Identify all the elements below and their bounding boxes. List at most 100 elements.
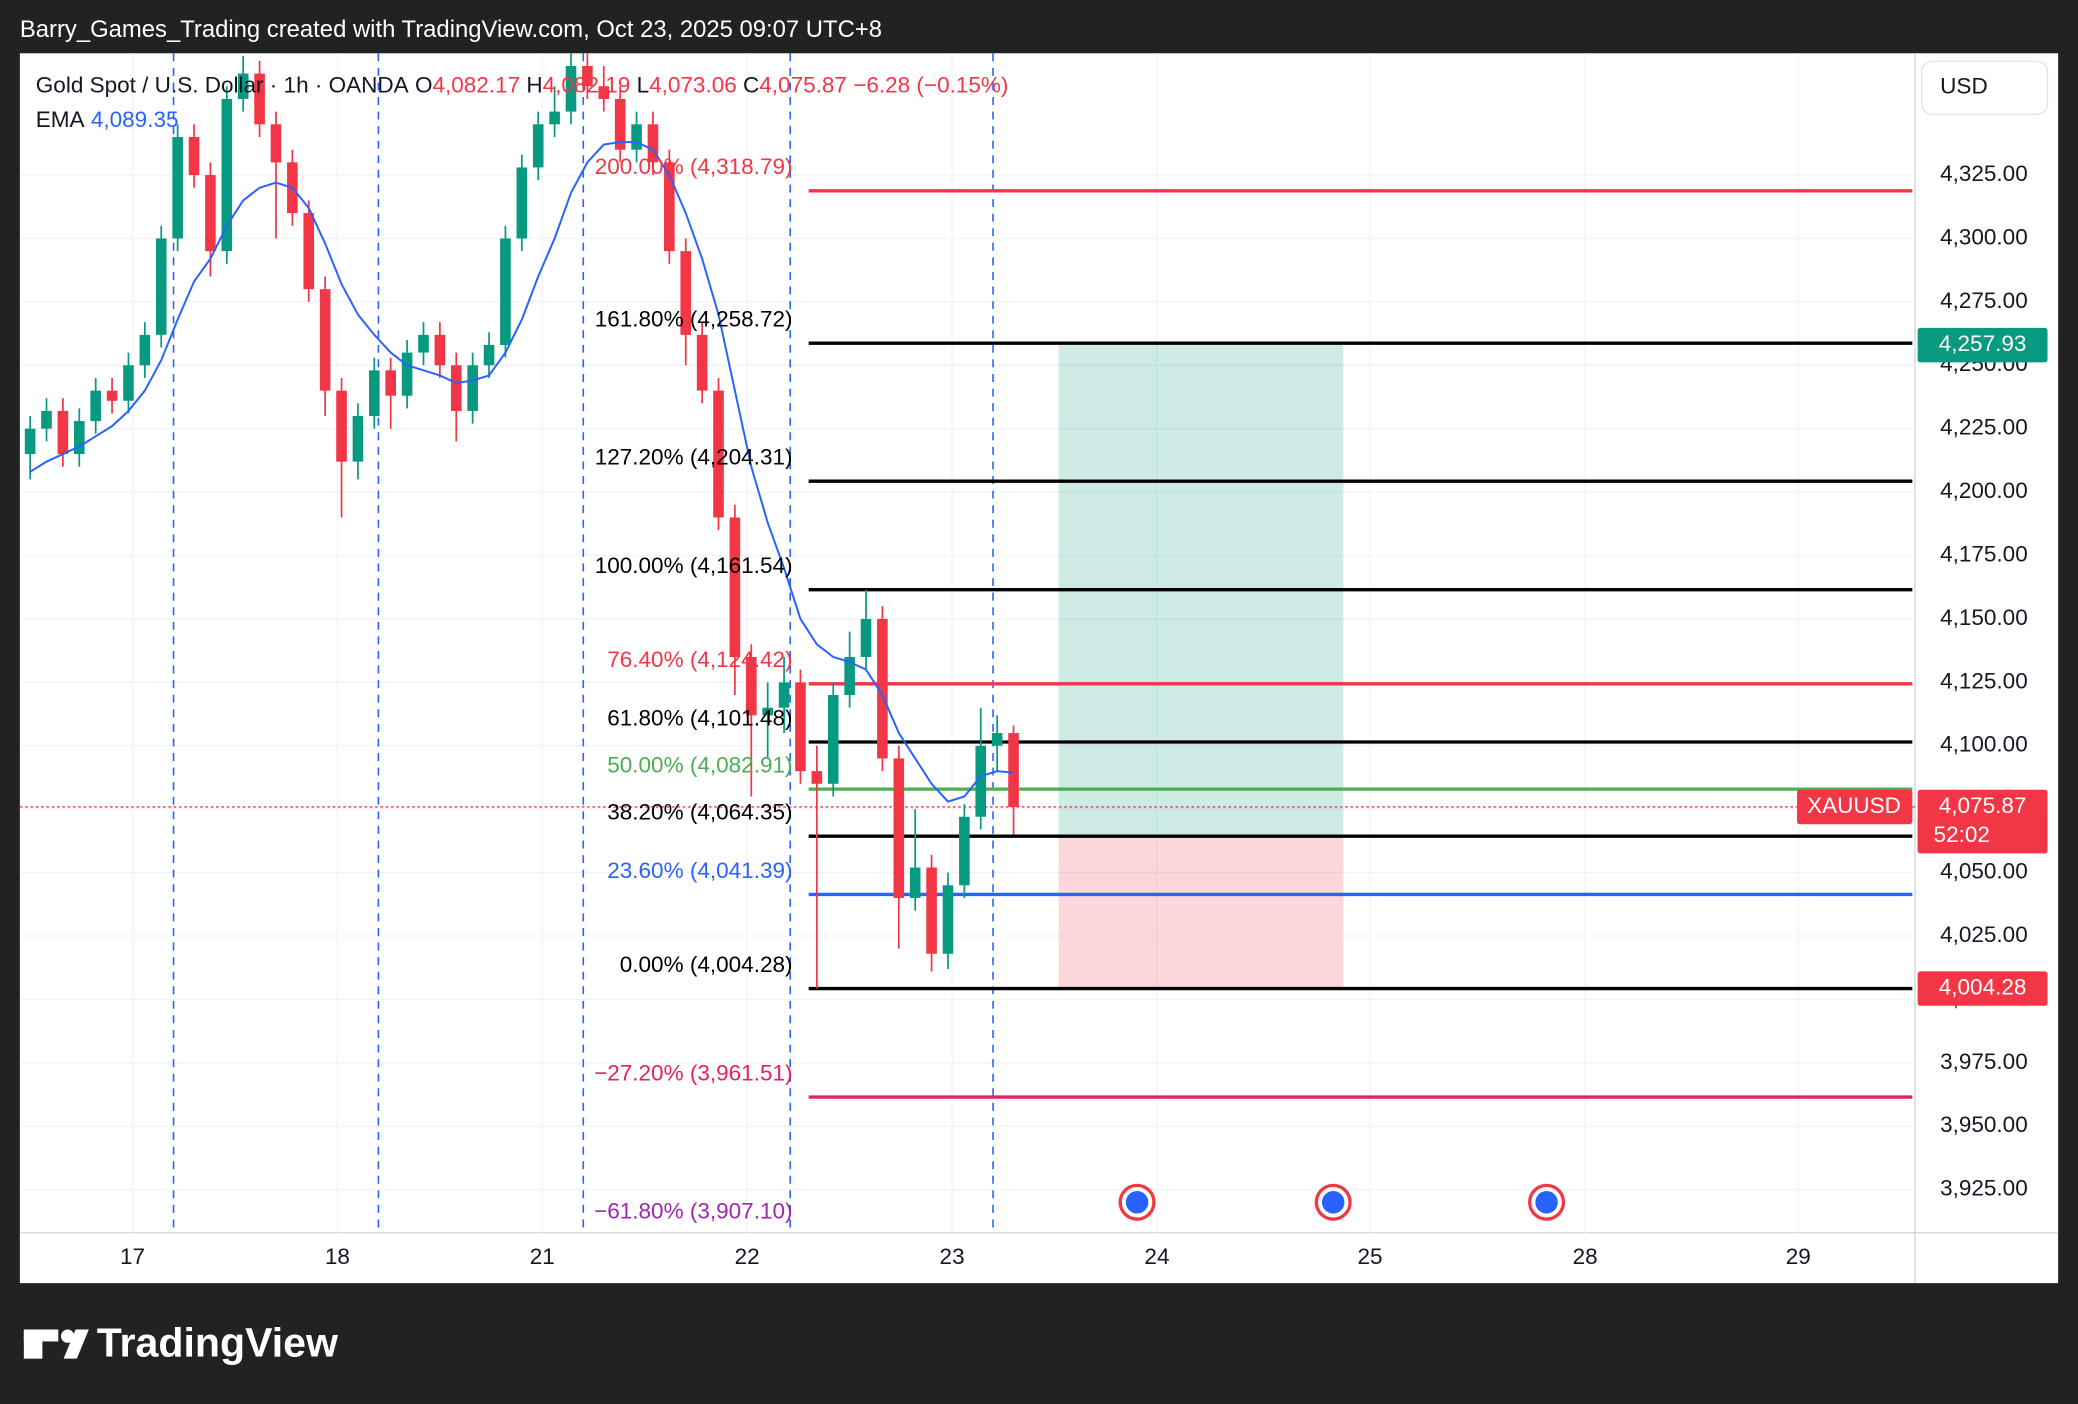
ohlc-value: 4,082.17 xyxy=(432,72,520,97)
candle-body xyxy=(90,390,101,422)
ohlc-name: C xyxy=(743,72,759,97)
ema-value: 4,089.35 xyxy=(91,107,179,132)
ohlc-value: 4,082.19 xyxy=(543,72,631,97)
symbol-badge-label: XAUUSD xyxy=(1807,793,1901,818)
x-tick-label: 25 xyxy=(1357,1244,1382,1269)
y-tick-label: 3,925.00 xyxy=(1940,1176,2028,1201)
candle-body xyxy=(860,618,872,657)
y-tick-label: 4,150.00 xyxy=(1940,605,2028,630)
candle-body xyxy=(811,771,823,784)
currency-label: USD xyxy=(1940,74,1988,99)
candle-body xyxy=(41,410,52,429)
x-tick-label: 24 xyxy=(1144,1244,1169,1269)
ema-name: EMA xyxy=(36,107,85,132)
candle-body xyxy=(139,334,151,366)
fib-label: 61.80% (4,101.48) xyxy=(607,705,792,730)
candle-body xyxy=(369,370,380,417)
candle-body xyxy=(565,65,577,112)
y-tick-label: 4,025.00 xyxy=(1940,922,2028,947)
fib-label: 23.60% (4,041.39) xyxy=(607,858,792,883)
candle-body xyxy=(696,334,708,391)
candle-body xyxy=(975,745,987,817)
countdown-label: 52:02 xyxy=(1934,822,1990,847)
x-tick-label: 23 xyxy=(940,1244,965,1269)
ohlc-name: H xyxy=(526,72,542,97)
last-price-badge xyxy=(1917,789,2048,854)
candle-body xyxy=(959,816,970,886)
fib-label: −27.20% (3,961.51) xyxy=(594,1060,792,1085)
y-tick-label: 4,225.00 xyxy=(1940,415,2028,440)
logo-mark xyxy=(63,1329,89,1359)
ema-line xyxy=(29,141,1014,803)
legend: Gold Spot / U.S. Dollar · 1h · OANDA O4,… xyxy=(36,72,1009,131)
x-tick-label: 22 xyxy=(735,1244,760,1269)
change: −6.28 (−0.15%) xyxy=(853,72,1008,97)
candle-body xyxy=(1008,733,1019,807)
candle-body xyxy=(188,136,200,176)
candle-body xyxy=(549,111,560,125)
overlay: 3,925.003,950.003,975.004,000.004,025.00… xyxy=(120,154,2048,1269)
x-tick-label: 21 xyxy=(530,1244,555,1269)
candle-body xyxy=(844,656,855,696)
currency-button[interactable] xyxy=(1920,60,2049,115)
candle-body xyxy=(598,86,610,99)
candle-body xyxy=(532,124,544,168)
candle-body xyxy=(795,682,806,772)
fib-label: 50.00% (4,082.91) xyxy=(607,753,792,778)
header: Barry_Games_Trading created with Trading… xyxy=(20,16,882,43)
candle-body xyxy=(516,167,528,239)
ohlc-name: L xyxy=(637,72,650,97)
candle-body xyxy=(303,213,315,290)
candle-body xyxy=(172,136,183,239)
event-icon-inner xyxy=(1317,1187,1349,1218)
candle-body xyxy=(926,867,937,954)
event-icon-inner xyxy=(1121,1187,1153,1218)
x-tick-label: 17 xyxy=(120,1244,145,1269)
legend-ema: EMA 4,089.35 xyxy=(36,107,179,132)
candle-body xyxy=(418,334,429,353)
candle-body xyxy=(401,352,413,396)
y-tick-label: 4,050.00 xyxy=(1940,859,2028,884)
candle-body xyxy=(893,758,905,898)
candle-body xyxy=(745,656,757,716)
candle-body xyxy=(237,73,249,99)
candle-body xyxy=(467,365,478,411)
candle-body xyxy=(713,390,724,518)
candle-body xyxy=(647,124,659,163)
fib-label: 38.20% (4,064.35) xyxy=(607,800,792,825)
candle-body xyxy=(909,867,921,898)
symbol-title: Gold Spot / U.S. Dollar · 1h · OANDA xyxy=(36,72,409,97)
candle-body xyxy=(352,416,364,462)
candle-body xyxy=(942,885,954,954)
fib-label: 161.80% (4,258.72) xyxy=(595,307,793,332)
candle-body xyxy=(24,428,36,455)
fib-label: −61.80% (3,907.10) xyxy=(594,1198,792,1223)
ohlc-value: 4,073.06 xyxy=(649,72,737,97)
candle-body xyxy=(385,370,397,396)
candle-body xyxy=(155,238,167,335)
legend-title: Gold Spot / U.S. Dollar · 1h · OANDA O4,… xyxy=(36,72,1009,97)
x-tick-label: 29 xyxy=(1786,1244,1811,1269)
candle-body xyxy=(336,390,347,462)
candle-body xyxy=(123,365,134,401)
candle-body xyxy=(57,410,69,455)
ohlc-value: 4,075.87 xyxy=(759,72,847,97)
candle-body xyxy=(205,175,216,252)
y-tick-label: 3,950.00 xyxy=(1940,1112,2028,1137)
candle-body xyxy=(270,124,282,163)
y-tick-label: 3,975.00 xyxy=(1940,1049,2028,1074)
plot xyxy=(19,53,1915,1099)
price-badge xyxy=(1917,327,2048,363)
price-badge xyxy=(1917,971,2048,1006)
candle-body xyxy=(762,707,773,716)
y-tick-label: 4,175.00 xyxy=(1940,541,2028,566)
position-stop-zone xyxy=(1058,835,1344,989)
y-tick-label: 4,275.00 xyxy=(1940,288,2028,313)
fib-label: 76.40% (4,124.42) xyxy=(607,647,792,672)
price-badge-label: 4,004.28 xyxy=(1939,975,2027,1000)
ohlc-name: O xyxy=(415,72,433,97)
x-tick-label: 28 xyxy=(1573,1244,1598,1269)
candle-body xyxy=(827,695,839,784)
candle-body xyxy=(991,733,1003,746)
